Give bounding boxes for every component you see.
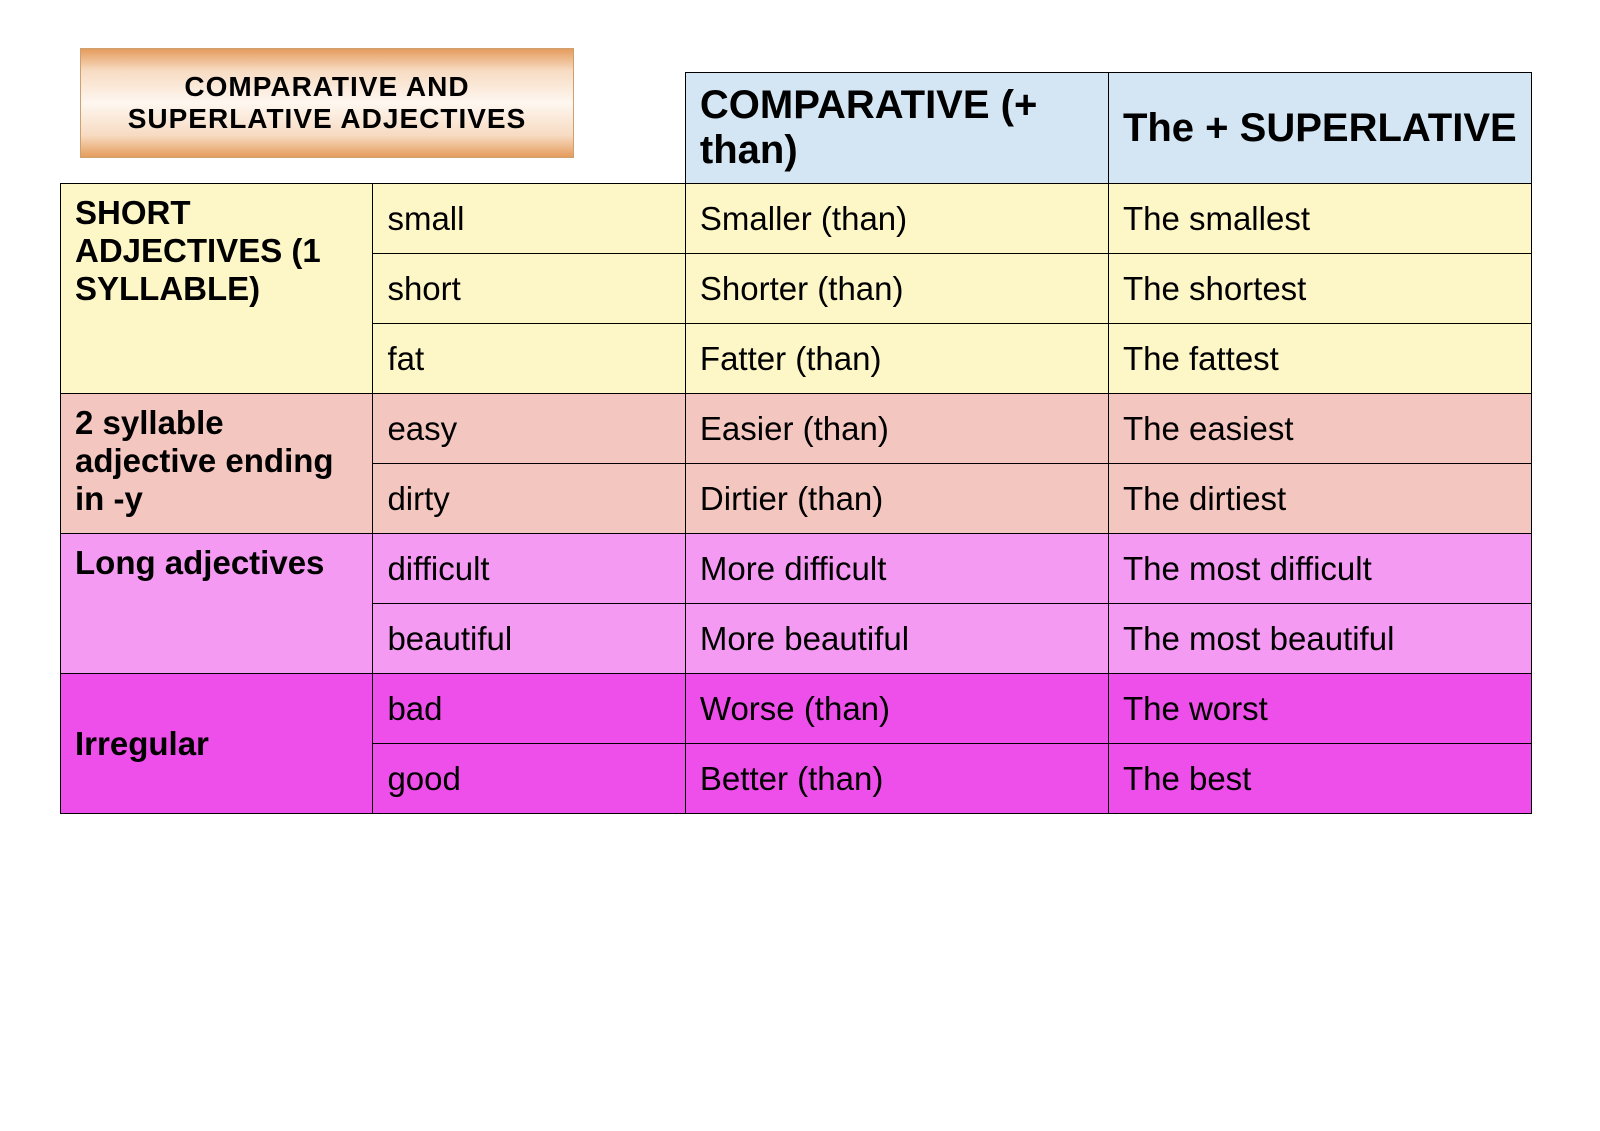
cell-adj: bad — [373, 674, 685, 744]
category-label-y: 2 syllable adjective ending in -y — [61, 394, 373, 534]
category-label-long: Long adjectives — [61, 534, 373, 674]
cell-comp: Fatter (than) — [685, 324, 1108, 394]
category-label-irregular: Irregular — [61, 674, 373, 814]
header-spacer-1 — [61, 73, 373, 184]
table-row: Long adjectives difficult More difficult… — [61, 534, 1532, 604]
cell-comp: More beautiful — [685, 604, 1108, 674]
cell-sup: The shortest — [1108, 254, 1531, 324]
cell-sup: The best — [1108, 744, 1531, 814]
cell-sup: The smallest — [1108, 184, 1531, 254]
header-comparative: COMPARATIVE (+ than) — [685, 73, 1108, 184]
cell-sup: The worst — [1108, 674, 1531, 744]
cell-adj: fat — [373, 324, 685, 394]
cell-comp: More difficult — [685, 534, 1108, 604]
cell-adj: dirty — [373, 464, 685, 534]
cell-adj: easy — [373, 394, 685, 464]
table-row: 2 syllable adjective ending in -y easy E… — [61, 394, 1532, 464]
table-header-row: COMPARATIVE (+ than) The + SUPERLATIVE — [61, 73, 1532, 184]
cell-sup: The dirtiest — [1108, 464, 1531, 534]
cell-comp: Shorter (than) — [685, 254, 1108, 324]
cell-comp: Easier (than) — [685, 394, 1108, 464]
cell-adj: difficult — [373, 534, 685, 604]
category-label-short: SHORT ADJECTIVES (1 SYLLABLE) — [61, 184, 373, 394]
cell-adj: small — [373, 184, 685, 254]
cell-comp: Smaller (than) — [685, 184, 1108, 254]
header-superlative: The + SUPERLATIVE — [1108, 73, 1531, 184]
adjectives-table: COMPARATIVE (+ than) The + SUPERLATIVE S… — [60, 72, 1532, 814]
cell-adj: short — [373, 254, 685, 324]
cell-comp: Worse (than) — [685, 674, 1108, 744]
table-row: Irregular bad Worse (than) The worst — [61, 674, 1532, 744]
cell-adj: good — [373, 744, 685, 814]
page: COMPARATIVE AND SUPERLATIVE ADJECTIVES C… — [0, 0, 1600, 1131]
cell-comp: Dirtier (than) — [685, 464, 1108, 534]
cell-sup: The fattest — [1108, 324, 1531, 394]
header-spacer-2 — [373, 73, 685, 184]
cell-sup: The most beautiful — [1108, 604, 1531, 674]
cell-sup: The most difficult — [1108, 534, 1531, 604]
cell-sup: The easiest — [1108, 394, 1531, 464]
table-row: SHORT ADJECTIVES (1 SYLLABLE) small Smal… — [61, 184, 1532, 254]
cell-comp: Better (than) — [685, 744, 1108, 814]
cell-adj: beautiful — [373, 604, 685, 674]
